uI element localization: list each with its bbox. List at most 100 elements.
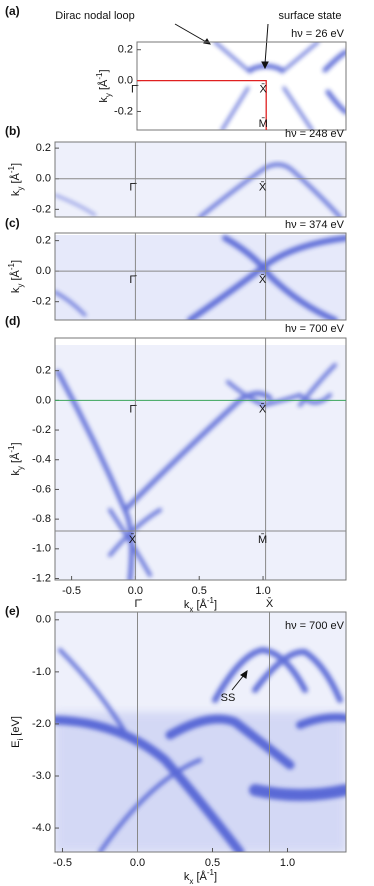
y-tick-label: 0.2 — [36, 142, 51, 154]
y-tick-label: -1.2 — [32, 572, 51, 584]
y-tick-label: 0.0 — [36, 394, 51, 406]
axis-label-part: -1 — [207, 868, 215, 877]
axis-label-part: ] — [10, 442, 22, 445]
axis-label-part: [Å — [193, 870, 207, 883]
symmetry-point: M̄ — [258, 533, 267, 546]
panel-label: (c) — [5, 216, 20, 230]
intensity — [213, 42, 346, 130]
symmetry-point: X̄ — [266, 597, 274, 610]
symmetry-point: X̄ — [260, 83, 268, 96]
axis-label-part: [Å — [193, 598, 207, 611]
axis-label: ky [Å-1] — [7, 260, 25, 293]
plot-frame — [136, 41, 347, 131]
axis-label-part: k — [98, 97, 110, 103]
axis-label-part: ] — [10, 260, 22, 263]
y-tick-label: -0.2 — [32, 296, 51, 308]
y-tick-label: -4.0 — [32, 822, 51, 834]
intensity — [55, 142, 346, 217]
symmetry-point: X̄ — [129, 533, 137, 546]
symmetry-point: Γ̄ — [129, 403, 137, 415]
x-tick-label: 0.5 — [205, 857, 220, 869]
x-tick-label: -0.5 — [62, 585, 81, 597]
y-tick-label: 0.0 — [36, 614, 51, 626]
axis-label-part: x — [189, 877, 193, 886]
axis-label-part: -1 — [7, 165, 16, 173]
axis-label-part: y — [104, 93, 113, 97]
x-tick-label: 1.0 — [255, 585, 270, 597]
symmetry-point: Γ̄ — [129, 274, 137, 286]
y-tick-label: -0.8 — [32, 513, 51, 525]
axis-label-part: ] — [10, 163, 22, 166]
axis-label: ky [Å-1] — [7, 163, 25, 196]
y-tick-label: 0.2 — [36, 235, 51, 247]
y-tick-label: -0.2 — [114, 105, 133, 117]
y-tick-label: -0.2 — [32, 203, 51, 215]
plot-frame — [54, 337, 347, 581]
axis-label-part: ] — [214, 599, 217, 611]
axis-label-part: E — [10, 741, 22, 748]
photon-energy: hν = 248 eV — [285, 128, 345, 140]
axis-label-part: [Å — [9, 172, 22, 186]
axis-label: Ei [eV] — [10, 716, 25, 748]
plot-frame — [54, 611, 347, 853]
axis-label-part: -1 — [7, 262, 16, 270]
symmetry-point: X̄ — [259, 181, 267, 194]
y-tick-label: -0.6 — [32, 483, 51, 495]
axis-label-part: k — [184, 871, 190, 883]
y-tick-label: -2.0 — [32, 718, 51, 730]
axis-label: ky [Å-1] — [7, 442, 25, 475]
intensity — [55, 235, 346, 320]
y-tick-label: -3.0 — [32, 770, 51, 782]
axis-label-part: k — [184, 599, 190, 611]
y-tick-label: -0.4 — [32, 454, 51, 466]
axis-label-part: ] — [214, 871, 217, 883]
y-tick-label: -1.0 — [32, 666, 51, 678]
x-tick-label: 0.0 — [128, 585, 143, 597]
panel-label: (a) — [5, 4, 20, 18]
annotation: Dirac nodal loop — [55, 10, 135, 22]
axis-label-part: i — [16, 739, 25, 741]
axis-label-part: y — [16, 284, 25, 288]
y-tick-label: -0.2 — [32, 424, 51, 436]
y-tick-label: 0.2 — [36, 365, 51, 377]
symmetry-point: M̄ — [259, 117, 268, 130]
photon-energy: hν = 700 eV — [285, 620, 345, 632]
y-tick-label: 0.0 — [36, 265, 51, 277]
y-tick-label: 0.0 — [36, 173, 51, 185]
axis-label: ky [Å-1] — [95, 69, 113, 102]
panel-label: (b) — [5, 124, 20, 138]
axis-label-part: y — [16, 466, 25, 470]
symmetry-point: Γ̄ — [134, 598, 142, 610]
intensity — [55, 612, 346, 852]
x-tick-label: 1.0 — [280, 857, 295, 869]
photon-energy: hν = 26 eV — [291, 28, 345, 40]
path-line — [137, 79, 267, 130]
x-tick-label: 0.0 — [130, 857, 145, 869]
photon-energy: hν = 374 eV — [285, 219, 345, 231]
axis-label-part: y — [16, 187, 25, 191]
symmetry-point: X̄ — [259, 273, 267, 286]
y-tick-label: 0.0 — [118, 75, 133, 87]
annotation: surface state — [279, 10, 342, 22]
axis-label-part: x — [189, 605, 193, 614]
photon-energy: hν = 700 eV — [285, 323, 345, 335]
axis-label-part: k — [10, 287, 22, 293]
axis-label-part: [Å — [97, 79, 110, 93]
y-tick-label: 0.2 — [118, 44, 133, 56]
intensity — [55, 345, 346, 580]
axis-label-part: [Å — [9, 269, 22, 283]
axis-label: kx [Å-1] — [184, 596, 217, 614]
plot-frame — [54, 141, 347, 218]
panel-label: (e) — [5, 604, 20, 618]
axis-label: kx [Å-1] — [184, 868, 217, 886]
axis-label-part: k — [10, 190, 22, 196]
symmetry-point: Γ̄ — [131, 84, 139, 96]
y-tick-label: -1.0 — [32, 543, 51, 555]
x-tick-label: 0.5 — [192, 585, 207, 597]
axis-label-part: -1 — [95, 72, 104, 80]
axis-label-part: -1 — [7, 445, 16, 453]
panel-label: (d) — [5, 314, 20, 328]
axis-label-part: -1 — [207, 596, 215, 605]
axis-label-part: [Å — [9, 452, 22, 466]
